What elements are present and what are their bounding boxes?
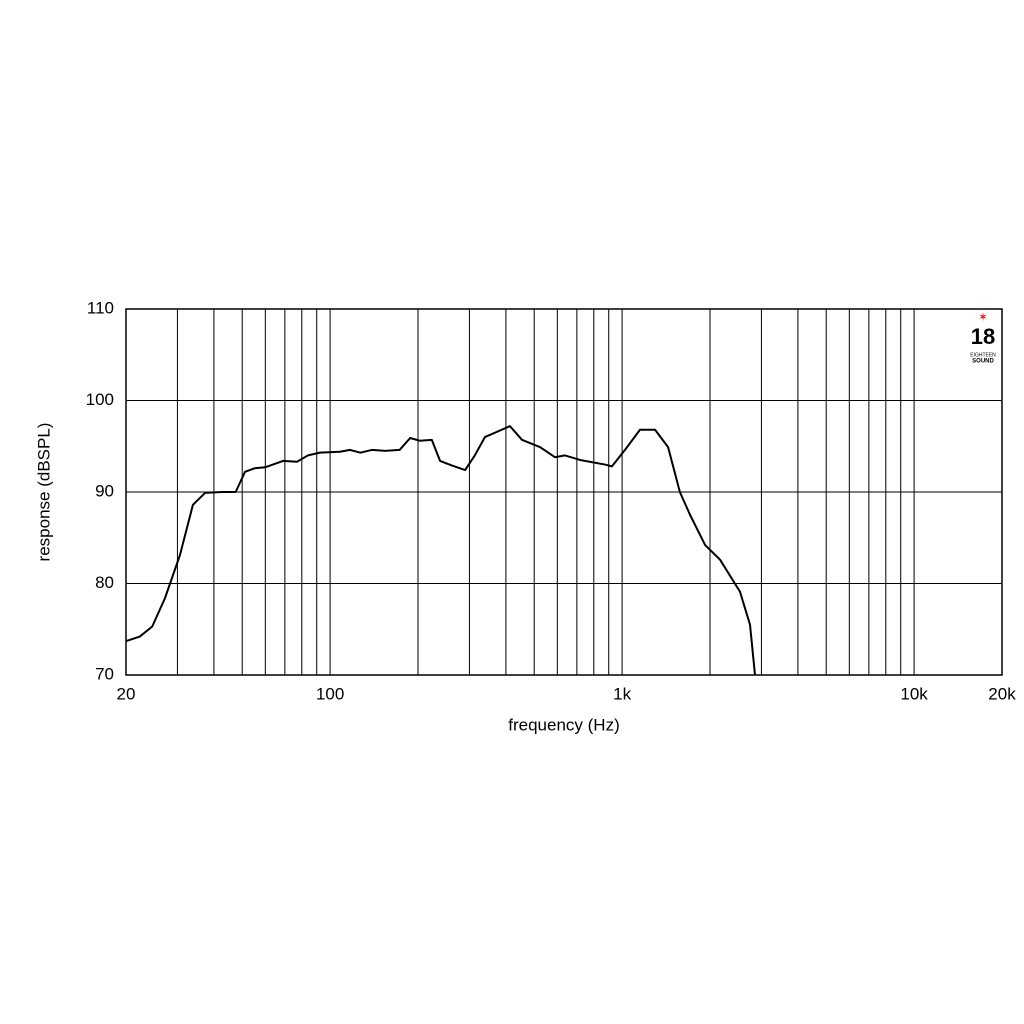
logo: 18: [971, 324, 995, 349]
y-tick-label: 100: [86, 390, 114, 409]
logo-star: ✶: [978, 310, 988, 324]
logo: EIGHTEEN: [970, 352, 996, 358]
x-tick-label: 20: [117, 684, 136, 703]
x-tick-label: 20k: [988, 684, 1016, 703]
x-tick-label: 100: [316, 684, 344, 703]
y-tick-label: 90: [95, 481, 114, 500]
x-tick-label: 1k: [613, 684, 631, 703]
y-tick-label: 110: [87, 298, 114, 317]
logo: SOUND: [972, 359, 994, 365]
y-tick-label: 80: [95, 573, 114, 592]
response-line: [125, 425, 756, 676]
y-tick-label: 70: [95, 664, 114, 683]
y-axis-label: response (dBSPL): [34, 423, 53, 562]
x-axis-label: frequency (Hz): [508, 715, 619, 734]
x-tick-label: 10k: [900, 684, 928, 703]
